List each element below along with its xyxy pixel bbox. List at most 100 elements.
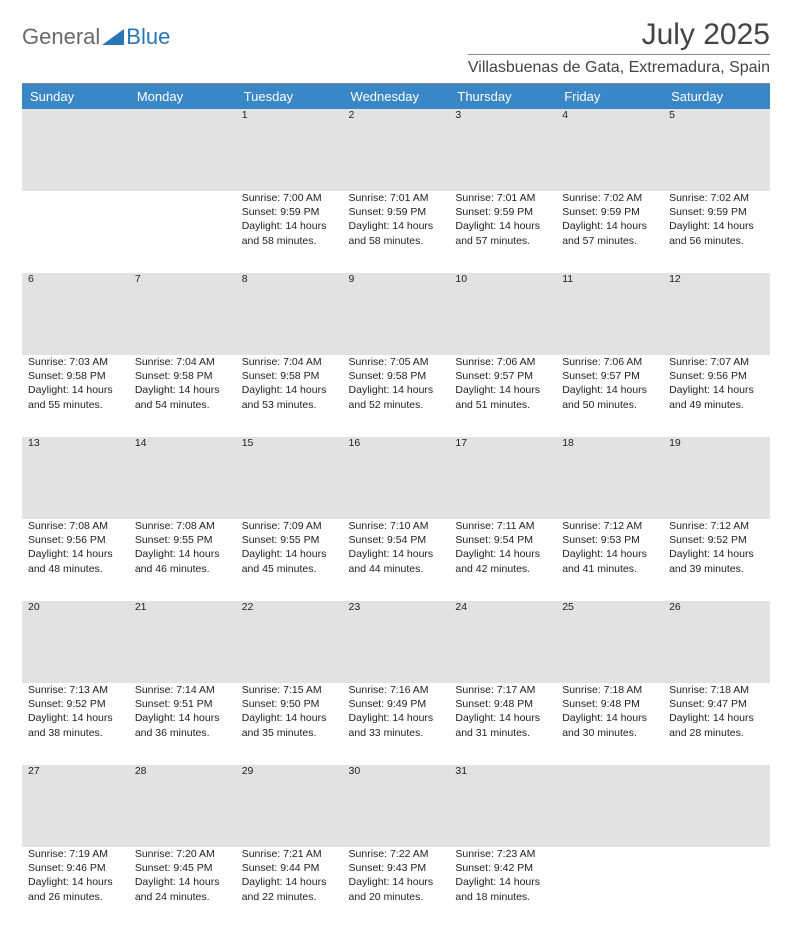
daylight-line: Daylight: 14 hours and 52 minutes. bbox=[349, 383, 444, 411]
daylight-line: Daylight: 14 hours and 53 minutes. bbox=[242, 383, 337, 411]
weekday-header: Friday bbox=[556, 84, 663, 109]
weekday-header: Wednesday bbox=[343, 84, 450, 109]
daylight-line: Daylight: 14 hours and 48 minutes. bbox=[28, 547, 123, 575]
sunrise-line: Sunrise: 7:19 AM bbox=[28, 847, 123, 861]
day-number-cell: 3 bbox=[449, 109, 556, 191]
sunset-line: Sunset: 9:51 PM bbox=[135, 697, 230, 711]
sunrise-line: Sunrise: 7:00 AM bbox=[242, 191, 337, 205]
day-cell: Sunrise: 7:02 AMSunset: 9:59 PMDaylight:… bbox=[556, 191, 663, 273]
day-number-cell bbox=[22, 109, 129, 191]
sunrise-line: Sunrise: 7:13 AM bbox=[28, 683, 123, 697]
day-content-row: Sunrise: 7:03 AMSunset: 9:58 PMDaylight:… bbox=[22, 355, 770, 437]
day-number-cell: 9 bbox=[343, 273, 450, 355]
sunrise-line: Sunrise: 7:02 AM bbox=[669, 191, 764, 205]
day-number-row: 2728293031 bbox=[22, 765, 770, 847]
calendar-table: Sunday Monday Tuesday Wednesday Thursday… bbox=[22, 84, 770, 929]
sunset-line: Sunset: 9:58 PM bbox=[135, 369, 230, 383]
day-number-cell: 31 bbox=[449, 765, 556, 847]
day-number-cell: 26 bbox=[663, 601, 770, 683]
day-cell: Sunrise: 7:21 AMSunset: 9:44 PMDaylight:… bbox=[236, 847, 343, 929]
daylight-line: Daylight: 14 hours and 20 minutes. bbox=[349, 875, 444, 903]
sunset-line: Sunset: 9:56 PM bbox=[28, 533, 123, 547]
day-number-cell: 25 bbox=[556, 601, 663, 683]
weekday-header: Monday bbox=[129, 84, 236, 109]
day-cell: Sunrise: 7:04 AMSunset: 9:58 PMDaylight:… bbox=[236, 355, 343, 437]
sunrise-line: Sunrise: 7:16 AM bbox=[349, 683, 444, 697]
sunset-line: Sunset: 9:45 PM bbox=[135, 861, 230, 875]
sunset-line: Sunset: 9:59 PM bbox=[242, 205, 337, 219]
daylight-line: Daylight: 14 hours and 22 minutes. bbox=[242, 875, 337, 903]
sunset-line: Sunset: 9:43 PM bbox=[349, 861, 444, 875]
day-cell: Sunrise: 7:18 AMSunset: 9:48 PMDaylight:… bbox=[556, 683, 663, 765]
daylight-line: Daylight: 14 hours and 58 minutes. bbox=[349, 219, 444, 247]
sunset-line: Sunset: 9:57 PM bbox=[562, 369, 657, 383]
logo-triangle-icon bbox=[102, 27, 124, 47]
sunrise-line: Sunrise: 7:15 AM bbox=[242, 683, 337, 697]
day-number-cell: 28 bbox=[129, 765, 236, 847]
daylight-line: Daylight: 14 hours and 36 minutes. bbox=[135, 711, 230, 739]
day-cell: Sunrise: 7:22 AMSunset: 9:43 PMDaylight:… bbox=[343, 847, 450, 929]
daylight-line: Daylight: 14 hours and 57 minutes. bbox=[562, 219, 657, 247]
daylight-line: Daylight: 14 hours and 58 minutes. bbox=[242, 219, 337, 247]
day-number-row: 20212223242526 bbox=[22, 601, 770, 683]
sunrise-line: Sunrise: 7:12 AM bbox=[562, 519, 657, 533]
daylight-line: Daylight: 14 hours and 31 minutes. bbox=[455, 711, 550, 739]
daylight-line: Daylight: 14 hours and 24 minutes. bbox=[135, 875, 230, 903]
day-content-row: Sunrise: 7:00 AMSunset: 9:59 PMDaylight:… bbox=[22, 191, 770, 273]
day-cell: Sunrise: 7:08 AMSunset: 9:55 PMDaylight:… bbox=[129, 519, 236, 601]
sunset-line: Sunset: 9:57 PM bbox=[455, 369, 550, 383]
day-number-cell: 6 bbox=[22, 273, 129, 355]
daylight-line: Daylight: 14 hours and 30 minutes. bbox=[562, 711, 657, 739]
sunrise-line: Sunrise: 7:18 AM bbox=[669, 683, 764, 697]
calendar-body: 12345Sunrise: 7:00 AMSunset: 9:59 PMDayl… bbox=[22, 109, 770, 929]
daylight-line: Daylight: 14 hours and 33 minutes. bbox=[349, 711, 444, 739]
day-cell: Sunrise: 7:01 AMSunset: 9:59 PMDaylight:… bbox=[449, 191, 556, 273]
day-cell: Sunrise: 7:12 AMSunset: 9:52 PMDaylight:… bbox=[663, 519, 770, 601]
day-number-cell: 8 bbox=[236, 273, 343, 355]
month-title: July 2025 bbox=[468, 18, 770, 52]
sunset-line: Sunset: 9:53 PM bbox=[562, 533, 657, 547]
day-cell bbox=[663, 847, 770, 929]
sunrise-line: Sunrise: 7:20 AM bbox=[135, 847, 230, 861]
daylight-line: Daylight: 14 hours and 28 minutes. bbox=[669, 711, 764, 739]
sunset-line: Sunset: 9:59 PM bbox=[455, 205, 550, 219]
day-content-row: Sunrise: 7:13 AMSunset: 9:52 PMDaylight:… bbox=[22, 683, 770, 765]
day-cell: Sunrise: 7:18 AMSunset: 9:47 PMDaylight:… bbox=[663, 683, 770, 765]
day-cell: Sunrise: 7:06 AMSunset: 9:57 PMDaylight:… bbox=[449, 355, 556, 437]
day-cell: Sunrise: 7:23 AMSunset: 9:42 PMDaylight:… bbox=[449, 847, 556, 929]
sunrise-line: Sunrise: 7:04 AM bbox=[242, 355, 337, 369]
day-number-cell: 16 bbox=[343, 437, 450, 519]
sunset-line: Sunset: 9:48 PM bbox=[562, 697, 657, 711]
title-block: July 2025 Villasbuenas de Gata, Extremad… bbox=[468, 18, 770, 77]
sunrise-line: Sunrise: 7:02 AM bbox=[562, 191, 657, 205]
day-cell bbox=[129, 191, 236, 273]
day-cell: Sunrise: 7:20 AMSunset: 9:45 PMDaylight:… bbox=[129, 847, 236, 929]
daylight-line: Daylight: 14 hours and 55 minutes. bbox=[28, 383, 123, 411]
day-number-cell bbox=[556, 765, 663, 847]
daylight-line: Daylight: 14 hours and 18 minutes. bbox=[455, 875, 550, 903]
sunrise-line: Sunrise: 7:04 AM bbox=[135, 355, 230, 369]
daylight-line: Daylight: 14 hours and 51 minutes. bbox=[455, 383, 550, 411]
day-number-cell: 22 bbox=[236, 601, 343, 683]
day-number-cell: 17 bbox=[449, 437, 556, 519]
sunrise-line: Sunrise: 7:05 AM bbox=[349, 355, 444, 369]
day-cell: Sunrise: 7:07 AMSunset: 9:56 PMDaylight:… bbox=[663, 355, 770, 437]
day-number-cell: 10 bbox=[449, 273, 556, 355]
sunset-line: Sunset: 9:50 PM bbox=[242, 697, 337, 711]
day-content-row: Sunrise: 7:19 AMSunset: 9:46 PM Daylight:… bbox=[22, 847, 770, 929]
day-cell: Sunrise: 7:04 AMSunset: 9:58 PMDaylight:… bbox=[129, 355, 236, 437]
day-number-cell: 11 bbox=[556, 273, 663, 355]
day-cell: Sunrise: 7:13 AMSunset: 9:52 PMDaylight:… bbox=[22, 683, 129, 765]
weekday-header: Sunday bbox=[22, 84, 129, 109]
sunset-line: Sunset: 9:46 PM bbox=[28, 861, 123, 875]
weekday-header: Tuesday bbox=[236, 84, 343, 109]
sunset-line: Sunset: 9:54 PM bbox=[349, 533, 444, 547]
sunrise-line: Sunrise: 7:11 AM bbox=[455, 519, 550, 533]
day-cell: Sunrise: 7:02 AMSunset: 9:59 PMDaylight:… bbox=[663, 191, 770, 273]
day-cell: Sunrise: 7:08 AMSunset: 9:56 PMDaylight:… bbox=[22, 519, 129, 601]
sunset-line: Sunset: 9:58 PM bbox=[28, 369, 123, 383]
daylight-line: Daylight: 14 hours and 46 minutes. bbox=[135, 547, 230, 575]
calendar-wrap: Sunday Monday Tuesday Wednesday Thursday… bbox=[22, 83, 770, 929]
day-content-row: Sunrise: 7:08 AMSunset: 9:56 PMDaylight:… bbox=[22, 519, 770, 601]
day-cell: Sunrise: 7:09 AMSunset: 9:55 PMDaylight:… bbox=[236, 519, 343, 601]
